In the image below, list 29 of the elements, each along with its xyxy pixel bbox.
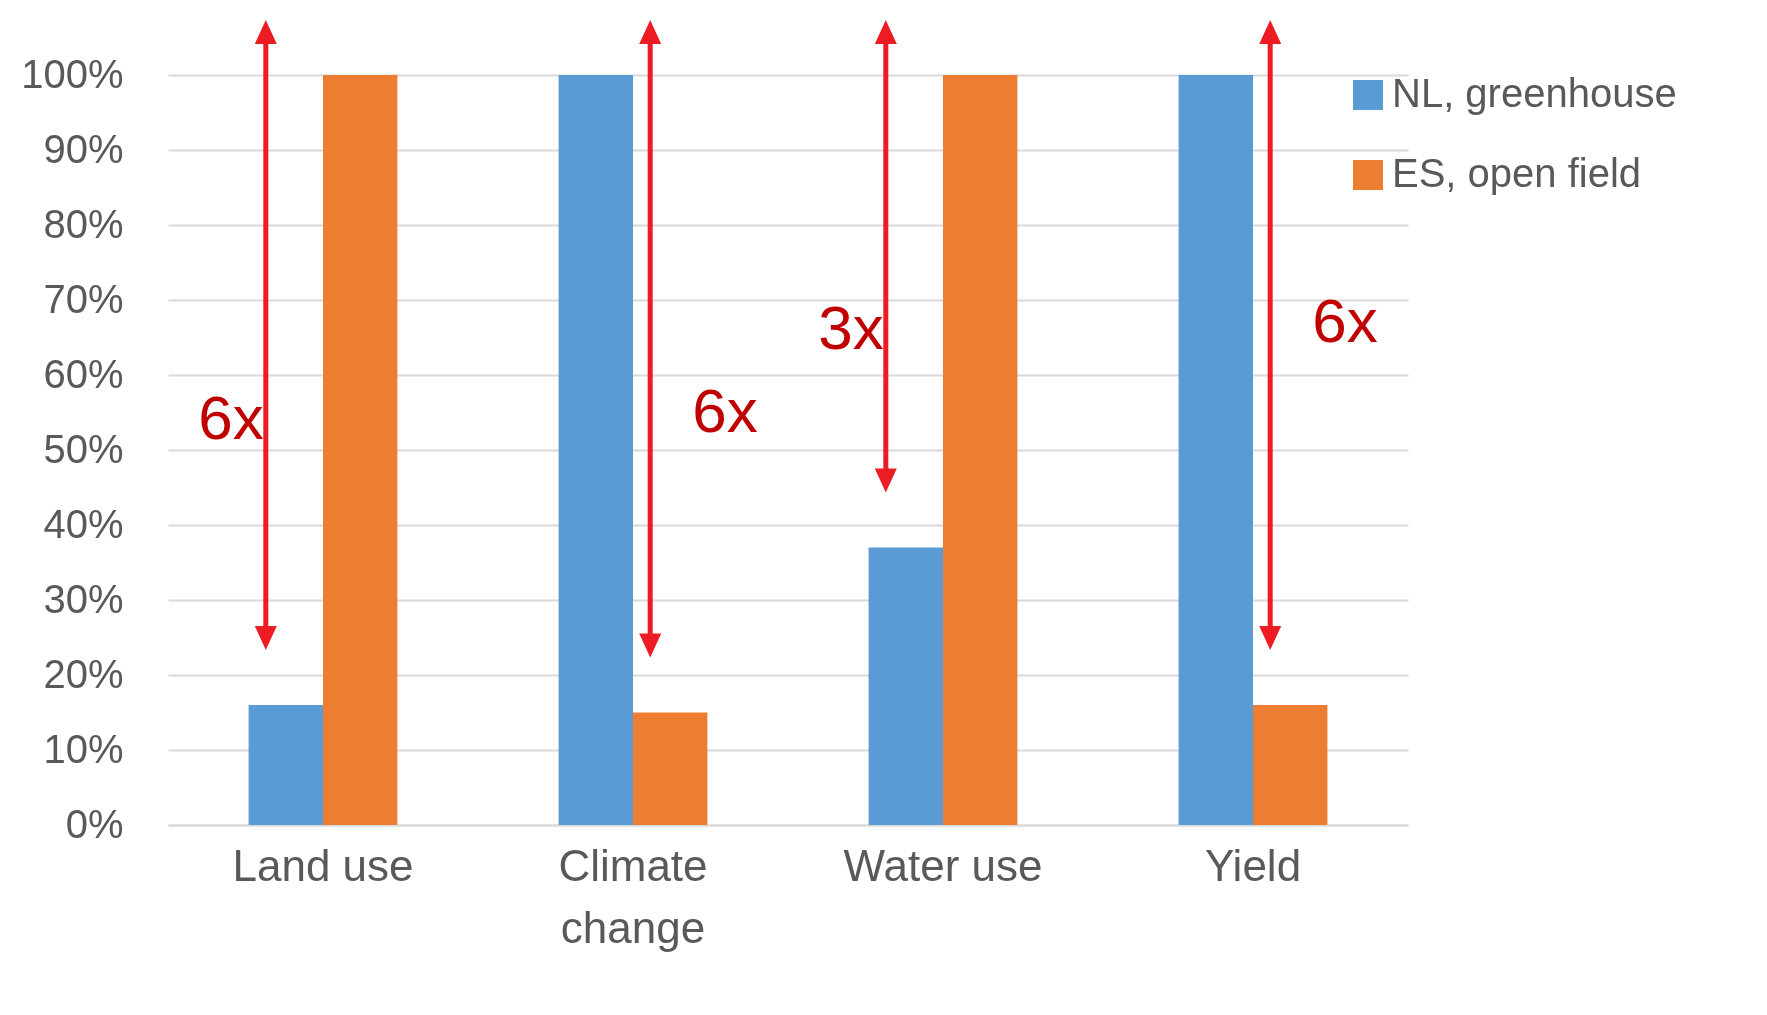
annotation: 6x: [198, 383, 264, 452]
y-tick-label: 30%: [43, 576, 124, 621]
legend-label: NL, greenhouse: [1392, 71, 1677, 115]
y-tick-label: 50%: [43, 426, 124, 471]
y-tick-label: 80%: [43, 201, 124, 246]
y-tick-label: 40%: [43, 501, 124, 546]
x-tick-label: Yield: [1204, 840, 1302, 890]
bar: [558, 75, 633, 825]
y-tick-label: 70%: [43, 276, 124, 321]
annotation: 6x: [692, 375, 758, 445]
y-tick-label: 20%: [43, 651, 124, 696]
x-tick-label: Water use: [843, 840, 1043, 890]
annotation: 6x: [1312, 285, 1378, 355]
y-tick-label: 10%: [43, 726, 124, 771]
x-tick-label: Climate change: [558, 840, 708, 952]
annotation: 3x: [818, 293, 884, 362]
bar: [633, 712, 708, 825]
y-tick-label: 90%: [43, 126, 124, 171]
y-tick-label: 100%: [21, 51, 124, 96]
bar: [868, 547, 943, 825]
bar: [1178, 75, 1253, 825]
y-tick-label: 60%: [43, 351, 124, 396]
y-tick-label: 0%: [65, 801, 124, 846]
bar: [1253, 705, 1328, 825]
bar: [248, 705, 323, 825]
x-tick-label: Land use: [232, 840, 414, 890]
bar: [943, 75, 1018, 825]
legend-label: ES, open field: [1392, 151, 1642, 195]
bar: [323, 75, 398, 825]
